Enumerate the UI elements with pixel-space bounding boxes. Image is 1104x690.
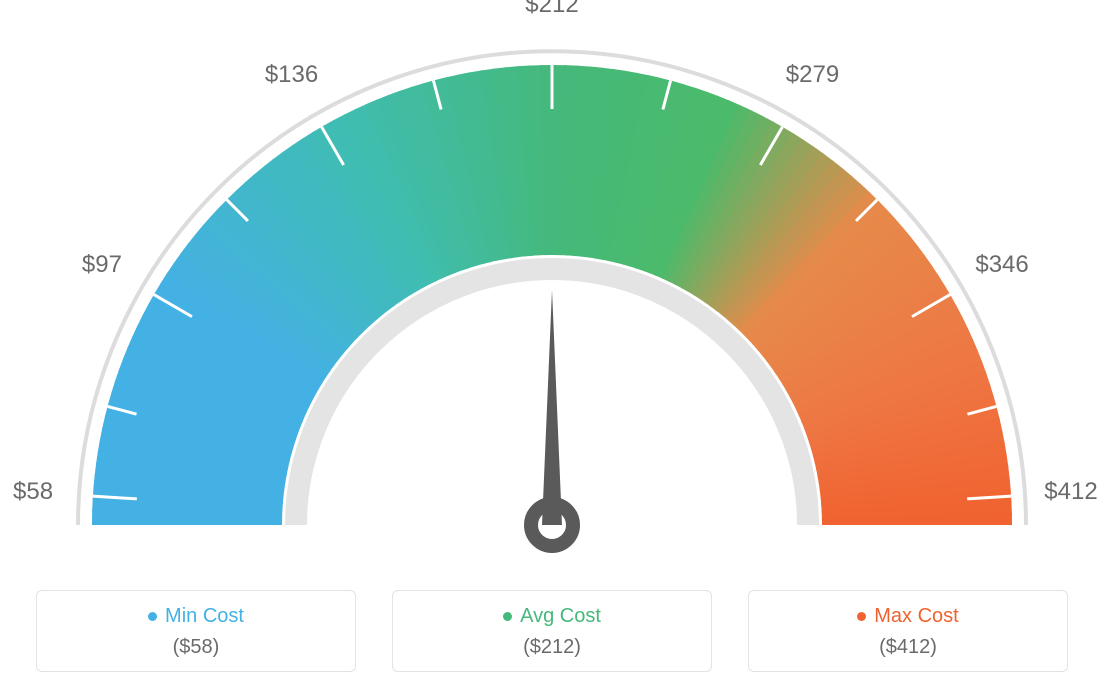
- legend-value-min: ($58): [47, 636, 345, 659]
- legend-label-max: Max Cost: [874, 605, 958, 628]
- legend-row: Min Cost ($58) Avg Cost ($212) Max Cost …: [0, 590, 1104, 672]
- gauge-tick-label: $279: [786, 61, 839, 89]
- legend-card-avg: Avg Cost ($212): [392, 590, 712, 672]
- legend-dot-max: [857, 612, 866, 621]
- gauge-tick-label: $212: [525, 0, 578, 19]
- legend-card-min: Min Cost ($58): [36, 590, 356, 672]
- legend-dot-min: [148, 612, 157, 621]
- gauge-tick-label: $346: [975, 251, 1028, 279]
- gauge-tick-label: $412: [1044, 478, 1097, 506]
- legend-title-min: Min Cost: [148, 605, 244, 628]
- gauge-container: $58 $97 $136 $212 $279 $346 $412: [0, 0, 1104, 560]
- gauge-tick-label: $136: [265, 61, 318, 89]
- legend-title-max: Max Cost: [857, 605, 958, 628]
- gauge-tick-label: $58: [13, 478, 53, 506]
- legend-card-max: Max Cost ($412): [748, 590, 1068, 672]
- legend-label-min: Min Cost: [165, 605, 244, 628]
- legend-label-avg: Avg Cost: [520, 605, 601, 628]
- gauge-needle: [542, 290, 562, 525]
- legend-dot-avg: [503, 612, 512, 621]
- gauge-svg: [0, 0, 1104, 560]
- gauge-tick-label: $97: [82, 251, 122, 279]
- legend-title-avg: Avg Cost: [503, 605, 601, 628]
- legend-value-avg: ($212): [403, 636, 701, 659]
- legend-value-max: ($412): [759, 636, 1057, 659]
